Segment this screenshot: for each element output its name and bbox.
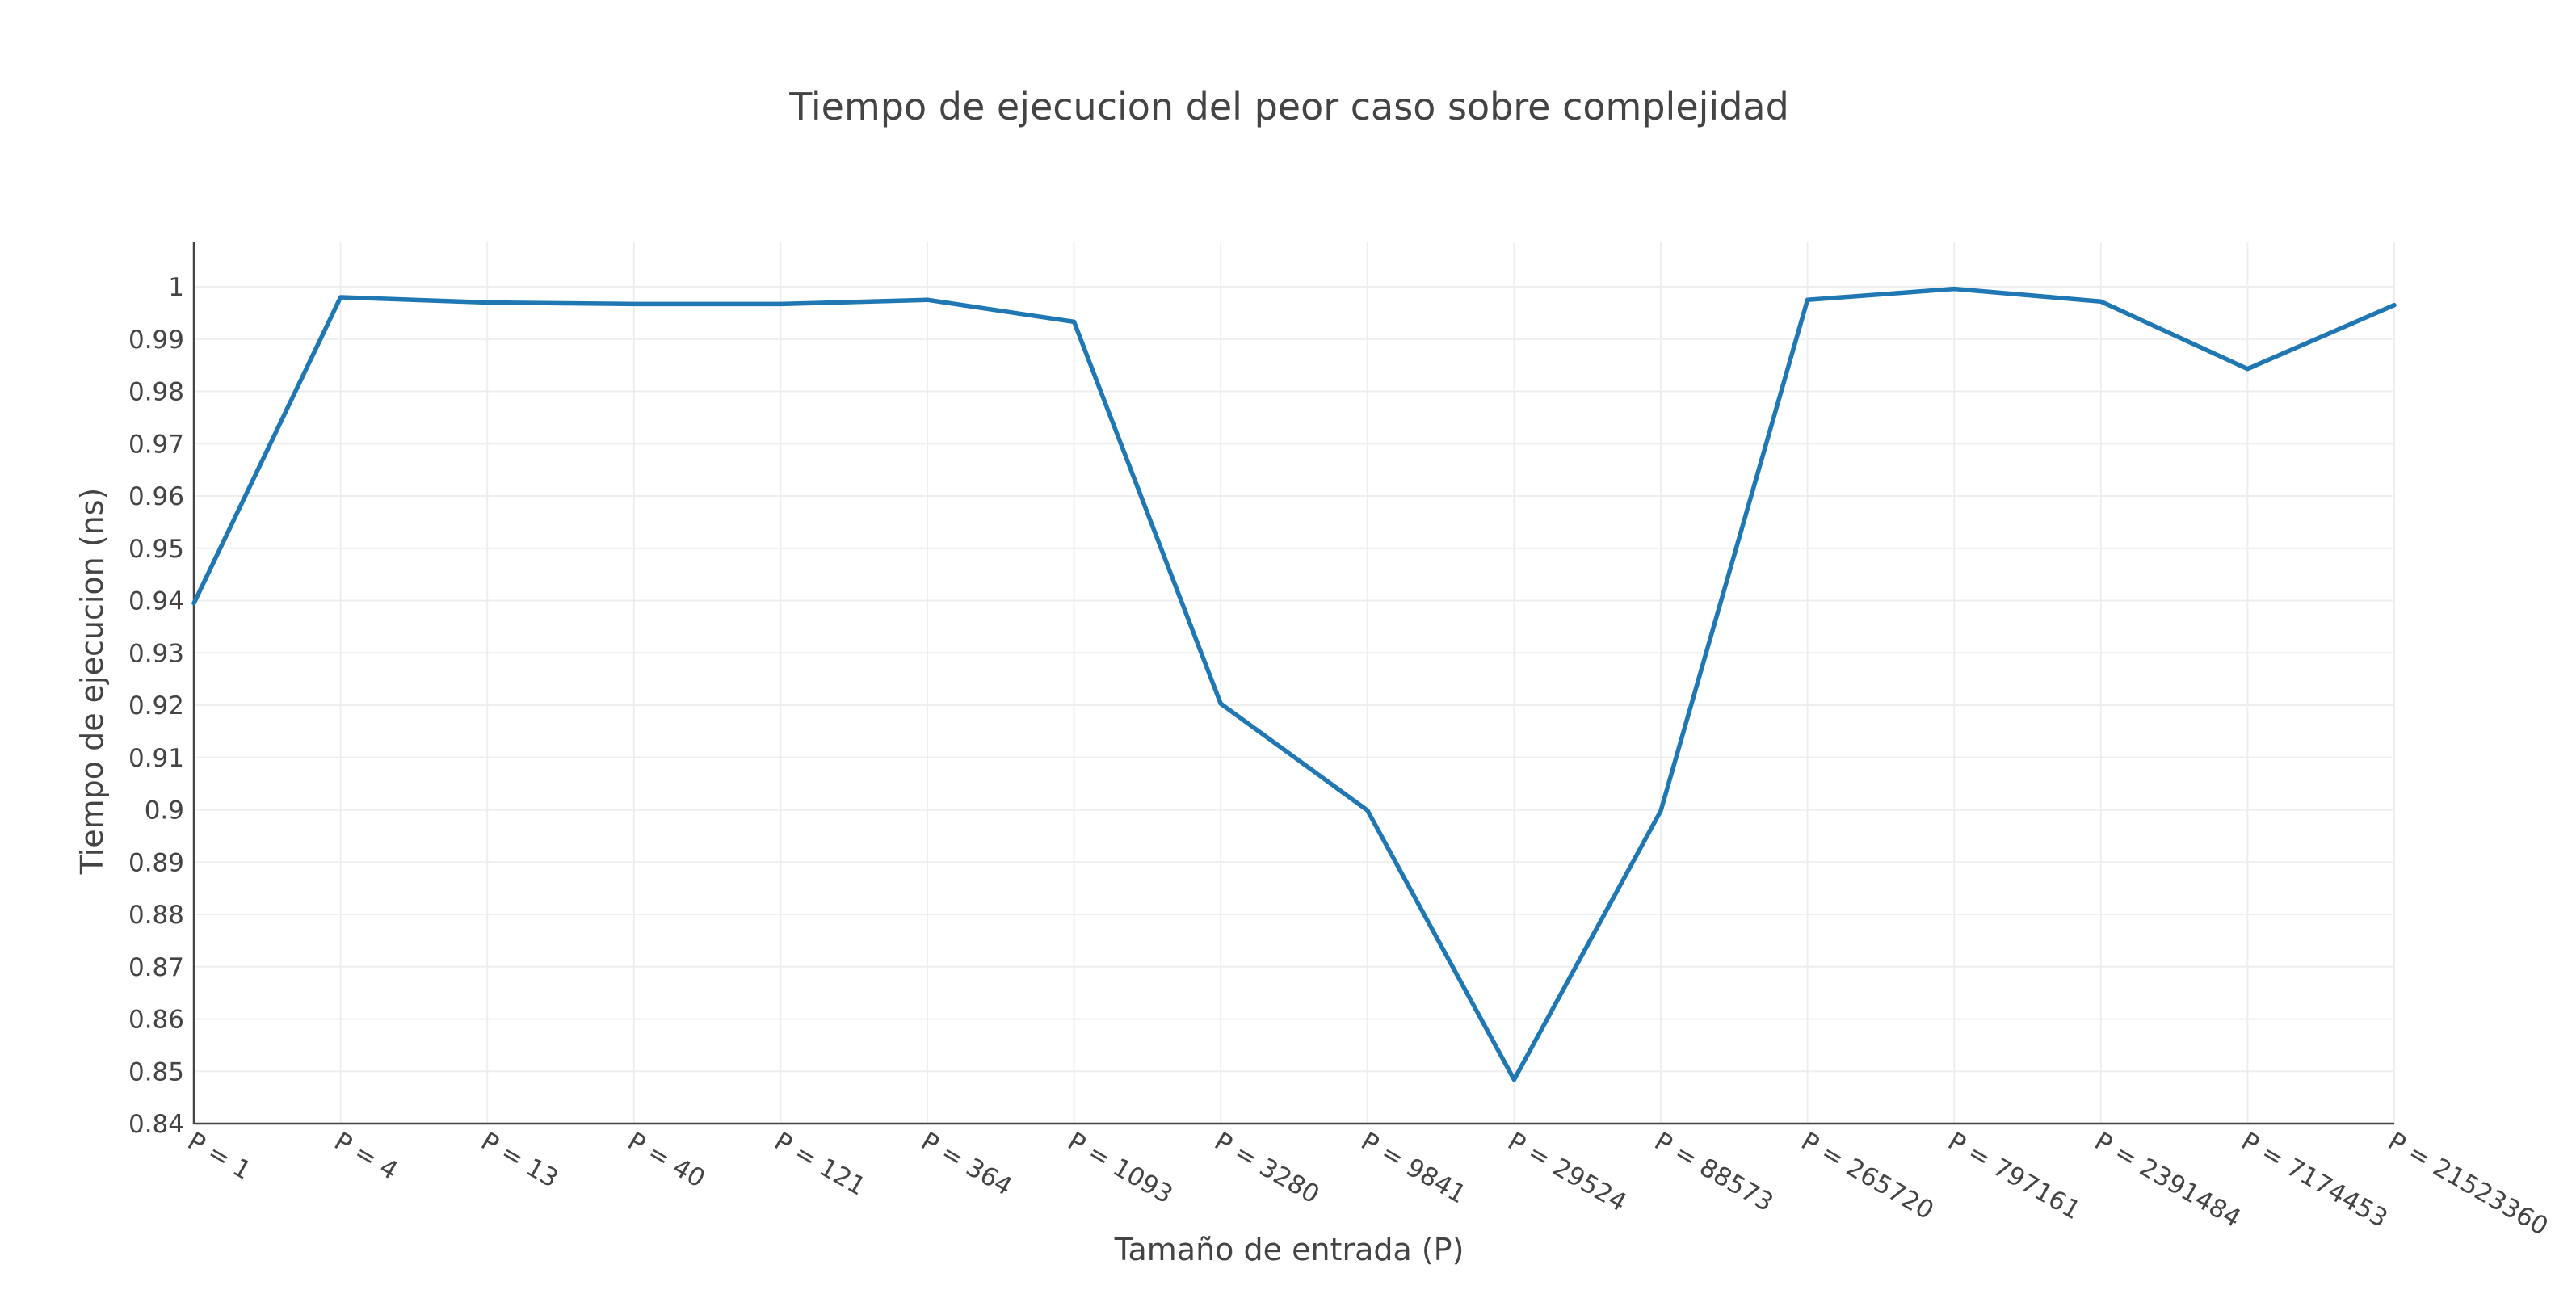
x-tick-label: P = 9841 bbox=[1356, 1127, 1471, 1210]
chart-title: Tiempo de ejecucion del peor caso sobre … bbox=[788, 85, 1789, 128]
x-tick-label: P = 1093 bbox=[1063, 1127, 1178, 1210]
y-tick-label: 0.98 bbox=[128, 378, 184, 407]
y-tick-label: 0.93 bbox=[128, 639, 184, 668]
x-tick-label: P = 21523360 bbox=[2383, 1127, 2553, 1242]
x-tick-label: P = 4 bbox=[330, 1127, 403, 1186]
y-tick-label: 0.91 bbox=[128, 744, 184, 773]
y-tick-label: 0.92 bbox=[128, 691, 184, 721]
x-tick-label: P = 121 bbox=[769, 1127, 870, 1202]
y-tick-label: 0.97 bbox=[128, 430, 184, 459]
series-layer bbox=[191, 286, 2397, 1082]
y-tick-label: 0.95 bbox=[128, 535, 184, 564]
y-tick-label: 0.87 bbox=[128, 953, 184, 982]
y-tick-label: 0.94 bbox=[128, 587, 184, 616]
y-tick-label: 0.96 bbox=[128, 482, 184, 511]
y-tick-label: 0.84 bbox=[128, 1110, 184, 1139]
x-tick-label: P = 7174453 bbox=[2236, 1127, 2392, 1233]
x-tick-labels: P = 1 P = 4 P = 13 P = 40 P = 121 P = 364 P = … bbox=[183, 1127, 2553, 1242]
x-axis-title: Tamaño de entrada (P) bbox=[1114, 1232, 1464, 1267]
x-tick-label: P = 797161 bbox=[1943, 1127, 2085, 1226]
series-line bbox=[191, 286, 2397, 1082]
y-tick-label: 0.86 bbox=[128, 1006, 184, 1035]
y-tick-label: 0.89 bbox=[128, 848, 184, 877]
x-tick-label: P = 13 bbox=[476, 1127, 563, 1194]
y-tick-label: 0.99 bbox=[128, 326, 184, 355]
x-tick-label: P = 265720 bbox=[1796, 1127, 1939, 1226]
y-axis-title: Tiempo de ejecucion (ns) bbox=[74, 488, 110, 876]
axes bbox=[192, 242, 2394, 1125]
x-tick-label: P = 40 bbox=[623, 1127, 710, 1194]
y-tick-label: 0.85 bbox=[128, 1057, 184, 1086]
x-tick-label: P = 88573 bbox=[1649, 1127, 1778, 1218]
y-tick-labels: 0.84 0.85 0.86 0.87 0.88 0.89 0.9 0.91 0.92 0.93 0… bbox=[128, 273, 184, 1139]
x-tick-label: P = 29524 bbox=[1502, 1127, 1631, 1218]
x-tick-label: P = 1 bbox=[183, 1127, 256, 1186]
x-tick-label: P = 2391484 bbox=[2090, 1127, 2246, 1233]
x-tick-label: P = 364 bbox=[916, 1127, 1017, 1202]
y-tick-label: 0.9 bbox=[145, 796, 184, 826]
y-tick-label: 1 bbox=[168, 273, 184, 302]
y-tick-label: 0.88 bbox=[128, 901, 184, 930]
x-tick-label: P = 3280 bbox=[1209, 1127, 1324, 1210]
grid-lines bbox=[194, 242, 2395, 1124]
